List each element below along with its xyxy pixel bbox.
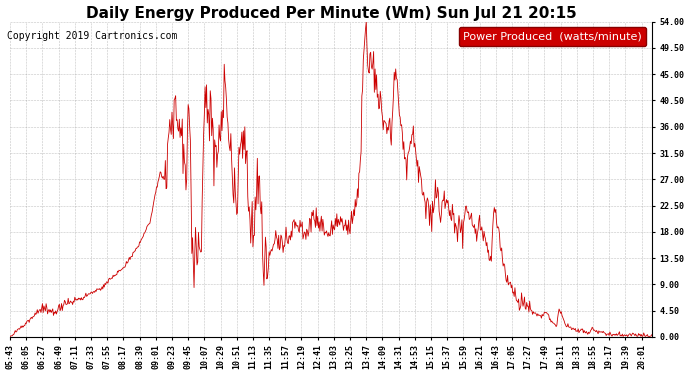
Legend: Power Produced  (watts/minute): Power Produced (watts/minute) [459, 27, 647, 46]
Text: Copyright 2019 Cartronics.com: Copyright 2019 Cartronics.com [7, 32, 177, 41]
Title: Daily Energy Produced Per Minute (Wm) Sun Jul 21 20:15: Daily Energy Produced Per Minute (Wm) Su… [86, 6, 576, 21]
